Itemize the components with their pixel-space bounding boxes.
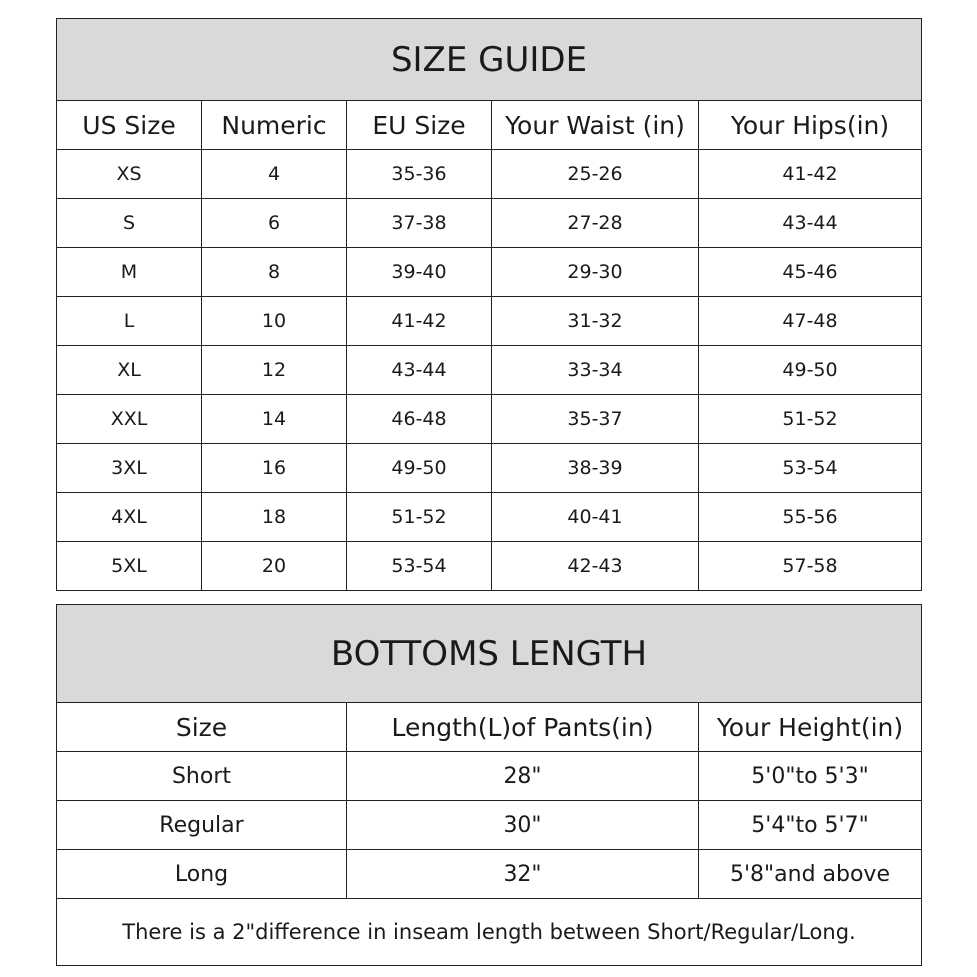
table-cell: 12	[201, 345, 347, 395]
table-cell: 38-39	[491, 443, 699, 493]
column-header: US Size	[56, 100, 202, 150]
table-cell: Long	[56, 849, 347, 899]
table-cell: 41-42	[697, 149, 923, 199]
table-cell: XXL	[56, 394, 202, 444]
table-cell: 43-44	[346, 345, 492, 395]
table-cell: 5'4"to 5'7"	[698, 800, 922, 850]
table-cell: 51-52	[697, 394, 923, 444]
table-cell: Regular	[56, 800, 347, 850]
table-row: XS 4 35-36 25-26 41-42	[56, 149, 923, 199]
table-cell: 46-48	[346, 394, 492, 444]
table-cell: 33-34	[491, 345, 699, 395]
column-header: Size	[56, 702, 347, 752]
table-cell: 4XL	[56, 492, 202, 542]
table-row: M 8 39-40 29-30 45-46	[56, 247, 923, 297]
column-header: EU Size	[346, 100, 492, 150]
column-header: Your Height(in)	[698, 702, 922, 752]
table-row: Short 28" 5'0"to 5'3"	[56, 751, 922, 801]
table-cell: L	[56, 296, 202, 346]
table-cell: 8	[201, 247, 347, 297]
table-cell: 4	[201, 149, 347, 199]
table-cell: 37-38	[346, 198, 492, 248]
table-cell: 14	[201, 394, 347, 444]
table-cell: XL	[56, 345, 202, 395]
table-cell: 51-52	[346, 492, 492, 542]
note-row: There is a 2"difference in inseam length…	[56, 898, 922, 966]
table-cell: 55-56	[697, 492, 923, 542]
table-cell: 10	[201, 296, 347, 346]
table-cell: 31-32	[491, 296, 699, 346]
table-cell: 47-48	[697, 296, 923, 346]
table-row: L 10 41-42 31-32 47-48	[56, 296, 923, 346]
table-cell: 5XL	[56, 541, 202, 591]
table-cell: 45-46	[697, 247, 923, 297]
table-cell: 49-50	[346, 443, 492, 493]
table-cell: 42-43	[491, 541, 699, 591]
table-row: XXL 14 46-48 35-37 51-52	[56, 394, 923, 444]
table-cell: 16	[201, 443, 347, 493]
table-cell: 18	[201, 492, 347, 542]
column-header: Numeric	[201, 100, 347, 150]
table-cell: S	[56, 198, 202, 248]
table-row: XL 12 43-44 33-34 49-50	[56, 345, 923, 395]
table-cell: 35-36	[346, 149, 492, 199]
table-cell: 43-44	[697, 198, 923, 248]
column-header: Your Waist (in)	[491, 100, 699, 150]
table-cell: Short	[56, 751, 347, 801]
table-cell: XS	[56, 149, 202, 199]
table-cell: 53-54	[697, 443, 923, 493]
table-row: Long 32" 5'8"and above	[56, 849, 922, 899]
table-cell: 20	[201, 541, 347, 591]
table-row: 5XL 20 53-54 42-43 57-58	[56, 541, 923, 591]
table-cell: 49-50	[697, 345, 923, 395]
table-cell: 25-26	[491, 149, 699, 199]
table-row: S 6 37-38 27-28 43-44	[56, 198, 923, 248]
size-guide-title: SIZE GUIDE	[55, 18, 923, 101]
size-guide-header-row: US Size Numeric EU Size Your Waist (in) Your…	[56, 100, 923, 150]
table-cell: 28"	[346, 751, 699, 801]
table-cell: 5'0"to 5'3"	[698, 751, 922, 801]
bottoms-length-table: BOTTOMS LENGTH Size Length(L)of Pants(in)…	[56, 604, 922, 966]
table-cell: 32"	[346, 849, 699, 899]
table-cell: 6	[201, 198, 347, 248]
table-cell: 5'8"and above	[698, 849, 922, 899]
inseam-note: There is a 2"difference in inseam length…	[56, 898, 922, 966]
bottoms-length-header-row: Size Length(L)of Pants(in) Your Height(in)	[56, 702, 922, 752]
table-cell: 57-58	[697, 541, 923, 591]
table-cell: 35-37	[491, 394, 699, 444]
bottoms-length-title: BOTTOMS LENGTH	[56, 604, 922, 703]
column-header: Your Hips(in)	[697, 100, 923, 150]
table-cell: M	[56, 247, 202, 297]
table-row: 3XL 16 49-50 38-39 53-54	[56, 443, 923, 493]
table-row: Regular 30" 5'4"to 5'7"	[56, 800, 922, 850]
table-cell: 3XL	[56, 443, 202, 493]
table-cell: 39-40	[346, 247, 492, 297]
size-guide-table: SIZE GUIDE US Size Numeric EU Size Your Wai…	[55, 18, 923, 591]
table-cell: 27-28	[491, 198, 699, 248]
table-cell: 53-54	[346, 541, 492, 591]
table-row: 4XL 18 51-52 40-41 55-56	[56, 492, 923, 542]
table-cell: 41-42	[346, 296, 492, 346]
table-cell: 29-30	[491, 247, 699, 297]
column-header: Length(L)of Pants(in)	[346, 702, 699, 752]
table-cell: 40-41	[491, 492, 699, 542]
table-cell: 30"	[346, 800, 699, 850]
